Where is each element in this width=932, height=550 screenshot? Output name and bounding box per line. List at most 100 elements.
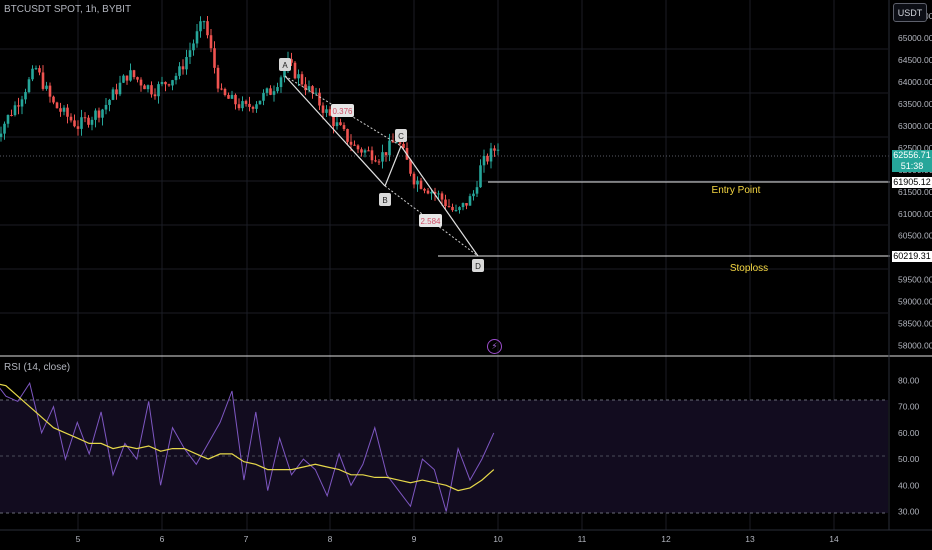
candle-body-10 — [27, 79, 31, 93]
pattern-point-d: D — [475, 262, 481, 271]
candle-body-59 — [199, 21, 202, 32]
candle-body-49 — [164, 81, 167, 85]
candle-body-127 — [437, 193, 440, 195]
candle-body-26 — [83, 117, 87, 119]
price-tick-2: 64500.00 — [898, 55, 932, 65]
candle-body-45 — [150, 85, 153, 95]
candle-body-106 — [363, 150, 367, 153]
candle-body-90 — [307, 86, 311, 91]
candle-body-41 — [136, 77, 139, 80]
candle-body-104 — [356, 145, 360, 150]
price-tick-5: 63000.00 — [898, 121, 932, 131]
time-tick-8: 13 — [745, 534, 755, 544]
candle-body-37 — [122, 75, 125, 83]
candle-body-8 — [20, 99, 24, 107]
candle-body-20 — [62, 107, 66, 112]
rsi-title[interactable]: RSI (14, close) — [4, 362, 71, 373]
candle-body-24 — [76, 126, 80, 129]
candle-body-18 — [55, 102, 59, 109]
lightning-icon[interactable]: ⚡ — [487, 339, 502, 354]
price-tick-15: 58000.00 — [898, 341, 932, 351]
candle-body-6 — [13, 105, 17, 116]
candle-body-102 — [349, 141, 353, 145]
ratio-label-ac: 0.376 — [332, 107, 353, 116]
candle-body-119 — [409, 159, 412, 174]
candle-body-111 — [381, 152, 384, 162]
candle-body-88 — [300, 74, 304, 85]
current-price-tag: 62556.71 51:38 — [892, 150, 932, 172]
candle-body-5 — [10, 114, 13, 116]
time-tick-6: 11 — [578, 534, 587, 544]
candle-body-53 — [178, 66, 181, 76]
candle-body-143 — [493, 148, 496, 151]
candle-body-22 — [69, 116, 73, 121]
rsi-line — [0, 381, 495, 512]
candle-body-99 — [339, 122, 342, 126]
candle-body-2 — [0, 133, 3, 137]
candle-body-44 — [146, 85, 150, 90]
candle-countdown: 51:38 — [900, 161, 924, 171]
rsi-tick-2: 60.00 — [898, 428, 920, 438]
candle-body-112 — [384, 152, 388, 156]
candle-body-71 — [241, 101, 244, 109]
current-price-value: 62556.71 — [893, 150, 931, 160]
price-tick-9: 61000.00 — [898, 209, 932, 219]
time-axis[interactable]: 5 6 7 8 9 10 11 12 13 14 — [76, 534, 839, 544]
candle-body-66 — [223, 88, 227, 95]
candle-body-93 — [318, 92, 321, 106]
rsi-tick-0: 80.00 — [898, 375, 920, 385]
candle-body-75 — [255, 104, 258, 109]
candle-body-47 — [157, 84, 160, 97]
candle-body-95 — [325, 109, 328, 113]
candlestick-series — [0, 16, 500, 214]
candle-body-34 — [111, 89, 115, 100]
candle-body-9 — [24, 92, 27, 100]
time-tick-9: 14 — [829, 534, 839, 544]
candle-body-144 — [496, 149, 500, 151]
candle-body-39 — [129, 70, 132, 81]
candle-body-129 — [444, 199, 447, 206]
candle-body-56 — [188, 50, 192, 58]
candle-body-76 — [258, 100, 262, 105]
price-tick-12: 59500.00 — [898, 275, 932, 285]
candle-body-50 — [167, 84, 171, 86]
candle-body-28 — [90, 119, 94, 125]
candle-body-40 — [132, 70, 136, 78]
candle-body-134 — [461, 203, 465, 208]
candle-body-96 — [328, 109, 332, 116]
rsi-axis[interactable]: 80.00 70.00 60.00 50.00 40.00 30.00 — [898, 375, 920, 516]
time-tick-2: 7 — [244, 534, 249, 544]
candle-body-109 — [374, 160, 377, 162]
candle-body-67 — [227, 94, 230, 99]
candle-body-100 — [342, 125, 346, 130]
candle-body-27 — [87, 117, 90, 125]
candle-body-128 — [440, 193, 444, 200]
candle-body-132 — [454, 210, 458, 212]
candle-body-65 — [220, 88, 223, 90]
candle-body-16 — [48, 85, 52, 97]
rsi-tick-3: 50.00 — [898, 454, 920, 464]
candle-body-52 — [174, 75, 178, 81]
symbol-title[interactable]: BTCUSDT SPOT, 1h, BYBIT — [4, 4, 132, 15]
rsi-ma-line — [0, 383, 495, 492]
candle-body-73 — [248, 103, 251, 107]
candle-body-81 — [276, 87, 279, 92]
candle-body-125 — [430, 191, 433, 194]
ratio-label-bd: 2.584 — [420, 217, 441, 226]
candle-body-123 — [423, 188, 426, 191]
candle-body-103 — [353, 144, 356, 146]
candle-body-19 — [59, 108, 62, 112]
price-tick-14: 58500.00 — [898, 319, 932, 329]
candle-body-15 — [45, 85, 48, 89]
time-tick-0: 5 — [76, 534, 81, 544]
price-tick-3: 64000.00 — [898, 77, 932, 87]
candle-body-55 — [185, 57, 188, 70]
price-tick-8: 61500.00 — [898, 187, 932, 197]
time-tick-4: 9 — [412, 534, 417, 544]
pattern-line-b-c — [384, 145, 402, 187]
candle-body-138 — [475, 187, 479, 194]
candle-body-4 — [6, 114, 10, 124]
currency-button[interactable]: USDT — [893, 3, 927, 22]
candle-body-78 — [265, 88, 269, 93]
